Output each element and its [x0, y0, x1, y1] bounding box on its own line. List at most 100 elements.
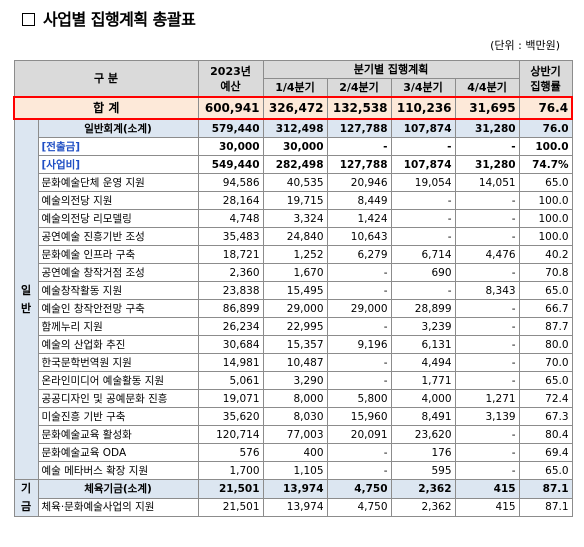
rate-value: 80.4	[518, 425, 573, 444]
header-budget: 2023년 예산	[197, 60, 264, 98]
quarter-value: -	[454, 137, 520, 156]
table-row: 예술 메타버스 확장 지원 1,700 1,105-595-65.0	[14, 461, 573, 480]
rate-value: 100.0	[518, 209, 573, 228]
table-row: 공연예술 진흥기반 조성 35,483 24,840 10,643- -100.0	[14, 227, 573, 246]
quarter-value: 13,974	[262, 497, 328, 517]
table-row: 예술의전당 지원 28,164 19,715 8,449- -100.0	[14, 191, 573, 210]
quarter-value: 415	[454, 497, 520, 517]
table-row: 예술창작활동 지원 23,838 15,495- -8,343 65.0	[14, 281, 573, 300]
rate-value: 100.0	[518, 191, 573, 210]
table-row: 문화예술단체 운영 지원 94,586 40,535 20,946 19,054 14,0…	[14, 173, 573, 192]
general-subtotal-row: 일 반 일반회계(소계) 579,440 312,498 127,788 107,874 31…	[13, 118, 573, 480]
quarter-value: -	[326, 443, 392, 462]
row-label: 한국문학번역원 지원	[37, 353, 199, 372]
row-label: 공연예술 창작거점 조성	[37, 263, 199, 282]
quarter-value: 13,974	[262, 479, 328, 499]
table-row: 예술인 창작안전망 구축 86,899 29,000 29,000 28,899-66.…	[14, 299, 573, 318]
unit-label: (단위 : 백만원)	[490, 39, 560, 52]
row-label: 합 계	[12, 96, 199, 120]
quarter-value: 9,196	[326, 335, 392, 354]
quarter-value: 22,995	[262, 317, 328, 336]
quarter-value: 3,139	[454, 407, 520, 426]
quarter-value: 2,362	[390, 497, 456, 517]
budget-value: 1,700	[197, 461, 264, 480]
quarter-value: -	[454, 461, 520, 480]
quarter-value: 127,788	[326, 118, 392, 138]
budget-value: 21,501	[197, 497, 264, 517]
budget-value: 18,721	[197, 245, 264, 264]
rate-value: 70.8	[518, 263, 573, 282]
fund-subtotal-row: 기 금 체육기금(소계) 21,501 13,974 4,750 2,362 415 87.1	[13, 479, 573, 517]
quarter-value: 4,494	[390, 353, 456, 372]
row-label: 체육·문화예술사업의 지원	[37, 497, 199, 517]
row-label: 문화예술교육 ODA	[37, 443, 199, 462]
budget-value: 94,586	[197, 173, 264, 192]
quarter-value: 282,498	[262, 155, 328, 174]
quarter-value: 132,538	[326, 96, 392, 120]
row-label: [전출금]	[37, 137, 199, 156]
budget-value: 549,440	[197, 155, 264, 174]
quarter-value: 1,670	[262, 263, 328, 282]
quarter-value: 6,714	[390, 245, 456, 264]
header-q4: 4/4분기	[454, 78, 520, 98]
quarter-value: 40,535	[262, 173, 328, 192]
header-row-quarters: 1/4분기 2/4분기 3/4분기 4/4분기	[14, 78, 572, 98]
quarter-value: 8,030	[262, 407, 328, 426]
quarter-value: 20,946	[326, 173, 392, 192]
budget-value: 35,620	[197, 407, 264, 426]
quarter-value: -	[454, 425, 520, 444]
quarter-value: 595	[390, 461, 456, 480]
rate-value: 65.0	[518, 371, 573, 390]
row-label: [사업비]	[37, 155, 199, 174]
quarter-value: 29,000	[326, 299, 392, 318]
rate-value: 76.0	[518, 118, 573, 138]
quarter-value: 4,750	[326, 497, 392, 517]
quarter-value: -	[326, 137, 392, 156]
budget-value: 35,483	[197, 227, 264, 246]
quarter-value: 24,840	[262, 227, 328, 246]
plan-table: 구 분 2023년 예산 분기별 집행계획 상반기 집행률 1/4분기 2/4분기 …	[12, 60, 574, 517]
quarter-value: 415	[454, 479, 520, 499]
quarter-value: -	[326, 281, 392, 300]
quarter-value: 15,960	[326, 407, 392, 426]
rate-value: 100.0	[518, 137, 573, 156]
rate-value: 65.0	[518, 281, 573, 300]
quarter-value: 23,620	[390, 425, 456, 444]
quarter-value: 5,800	[326, 389, 392, 408]
table-row: 한국문학번역원 지원 14,981 10,487-4,494-70.0	[14, 353, 573, 372]
quarter-value: 29,000	[262, 299, 328, 318]
quarter-value: 110,236	[390, 96, 456, 120]
quarter-value: -	[326, 263, 392, 282]
quarter-value: 1,105	[262, 461, 328, 480]
quarter-value: 14,051	[454, 173, 520, 192]
quarter-value: 1,252	[262, 245, 328, 264]
quarter-value: 31,280	[454, 118, 520, 138]
header-row: 구 분 2023년 예산 분기별 집행계획 상반기 집행률	[13, 60, 573, 98]
table-row: 예술의 산업화 추진 30,684 15,357 9,196 6,131-80.0	[14, 335, 573, 354]
budget-value: 600,941	[197, 96, 264, 120]
quarter-value: 10,487	[262, 353, 328, 372]
rate-value: 65.0	[518, 461, 573, 480]
header-q1: 1/4분기	[262, 78, 328, 98]
table-row: 함께누리 지원 26,234 22,995-3,239-87.7	[14, 317, 573, 336]
budget-value: 28,164	[197, 191, 264, 210]
rate-value: 70.0	[518, 353, 573, 372]
rate-value: 76.4	[518, 96, 574, 120]
quarter-value: 19,054	[390, 173, 456, 192]
header-rate: 상반기 집행률	[518, 60, 573, 98]
quarter-value: 127,788	[326, 155, 392, 174]
quarter-value: -	[326, 371, 392, 390]
quarter-value: 107,874	[390, 118, 456, 138]
budget-value: 21,501	[197, 479, 264, 499]
header-q3: 3/4분기	[390, 78, 456, 98]
quarter-value: 1,771	[390, 371, 456, 390]
quarter-value: -	[390, 191, 456, 210]
quarter-value: 4,000	[390, 389, 456, 408]
row-label: 문화예술 인프라 구축	[37, 245, 199, 264]
table-row: 예술의전당 리모델링 4,748 3,324 1,424- -100.0	[14, 209, 573, 228]
row-label: 공연예술 진흥기반 조성	[37, 227, 199, 246]
budget-value: 2,360	[197, 263, 264, 282]
rate-value: 74.7%	[518, 155, 573, 174]
